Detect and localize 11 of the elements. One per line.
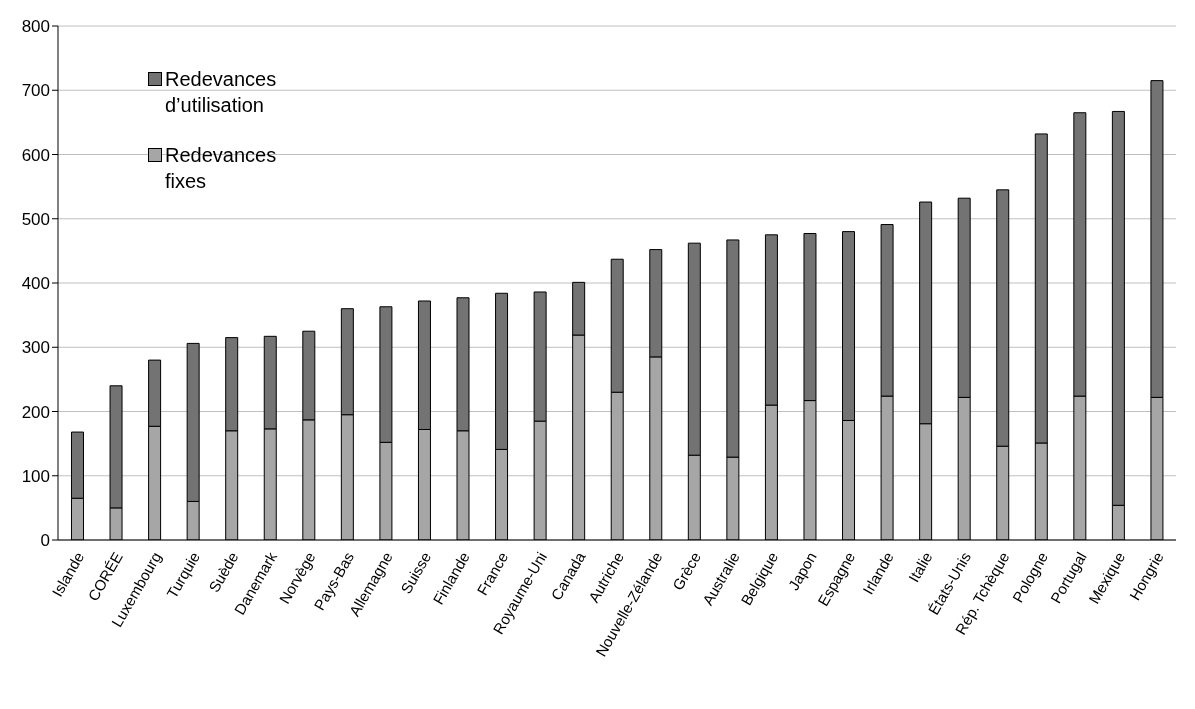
- legend-label: Redevances d’utilisation: [165, 67, 278, 118]
- y-tick-label: 0: [40, 531, 50, 551]
- y-tick-label: 400: [21, 274, 50, 294]
- y-tick-label: 200: [21, 402, 50, 422]
- y-tick-label: 100: [21, 466, 50, 486]
- y-tick-label: 700: [21, 81, 50, 101]
- legend-label: Redevances fixes: [165, 143, 278, 194]
- y-tick-label: 300: [21, 338, 50, 358]
- y-tick-label: 600: [21, 145, 50, 165]
- y-tick-label: 500: [21, 209, 50, 229]
- y-tick-label: 800: [21, 17, 50, 37]
